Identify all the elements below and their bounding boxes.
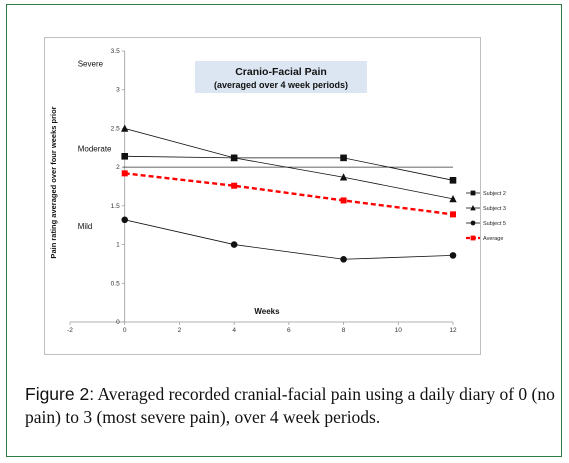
data-point-average: [340, 197, 347, 204]
data-point-subject-5: [449, 252, 457, 259]
series-line-subject-5: [124, 219, 454, 260]
data-point-subject-2: [449, 177, 457, 184]
legend-label-subject-3: Subject 3: [483, 206, 506, 212]
data-point-subject-5: [230, 241, 238, 248]
data-point-average: [121, 170, 128, 177]
x-tick-label: 10: [395, 327, 403, 334]
y-tick-label: 1.5: [111, 203, 120, 210]
zone-label-severe: Severe: [78, 59, 104, 68]
y-tick-label: 2: [116, 164, 120, 171]
legend-label-average: Average: [483, 236, 503, 242]
figure-frame: 0 0.5 1 1.5 2 2.5 3 3.5 -2 0 2 4 6 8 10 12 Severe Moderat…: [6, 4, 562, 457]
figure-caption: Figure 2: Averaged recorded cranial-faci…: [25, 383, 555, 429]
series-line-subject-3: [124, 128, 454, 200]
y-tick-label: 0.5: [111, 280, 120, 287]
x-tick-label: 0: [123, 327, 127, 334]
data-point-subject-2: [340, 154, 347, 162]
legend-marker-average: [470, 235, 476, 241]
data-point-average: [450, 211, 456, 218]
y-tick-label: 3: [116, 87, 120, 94]
legend-marker-subject-3: [470, 205, 476, 211]
x-tick-label: -2: [67, 327, 73, 334]
zone-label-moderate: Moderate: [78, 145, 112, 154]
title-box: [195, 61, 367, 93]
series-line-subject-2: [124, 155, 454, 181]
caption-label: Figure 2:: [25, 384, 95, 404]
data-point-subject-3: [121, 124, 129, 132]
x-tick-label: 6: [287, 327, 291, 334]
y-tick-label: 2.5: [111, 125, 120, 132]
x-tick-label: 8: [342, 327, 346, 334]
x-tick-label: 4: [232, 327, 236, 334]
data-point-subject-3: [449, 194, 457, 203]
y-tick-label: 0: [116, 319, 120, 326]
legend-marker-subject-5: [470, 220, 476, 226]
data-point-subject-5: [340, 255, 347, 263]
y-axis-title: Pain rating averaged over four weeks pri…: [49, 106, 58, 258]
pain-line-chart: 0 0.5 1 1.5 2 2.5 3 3.5 -2 0 2 4 6 8 10 12 Severe Moderat…: [49, 48, 506, 334]
legend-label-subject-5: Subject 5: [483, 221, 506, 227]
caption-text: Averaged recorded cranial-facial pain us…: [25, 384, 555, 427]
y-tick-label: 3.5: [111, 48, 120, 55]
data-point-subject-2: [121, 153, 129, 160]
y-tick-label: 1: [116, 242, 120, 249]
chart-subtitle: (averaged over 4 week periods): [214, 80, 348, 90]
x-tick-label: 2: [178, 327, 182, 334]
data-point-subject-5: [121, 216, 129, 224]
series-line-average: [124, 172, 454, 216]
legend-marker-subject-2: [470, 190, 476, 196]
data-point-subject-3: [230, 153, 238, 162]
chart-title: Cranio-Facial Pain: [235, 66, 327, 78]
data-point-subject-3: [339, 173, 348, 181]
x-axis-title: Weeks: [254, 307, 280, 316]
zone-label-mild: Mild: [78, 222, 93, 231]
data-point-average: [231, 182, 238, 189]
legend-label-subject-2: Subject 2: [483, 191, 506, 197]
x-tick-label: 12: [449, 327, 457, 334]
